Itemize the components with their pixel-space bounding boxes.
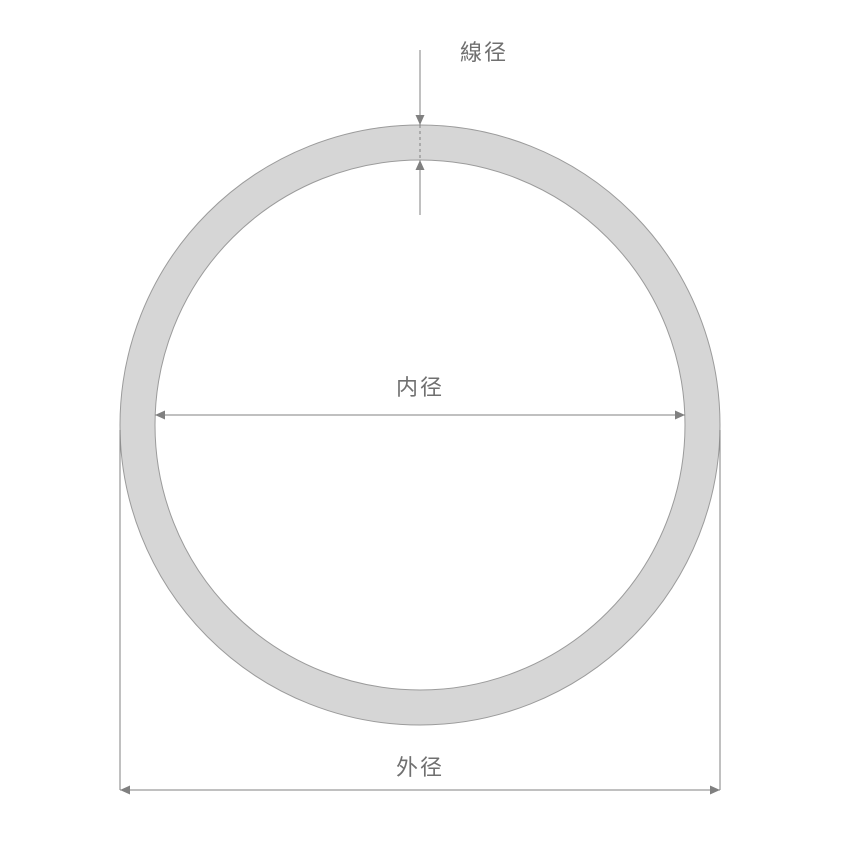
outer-diameter-label: 外径	[396, 755, 444, 780]
ring-dimension-diagram: 外径 内径 線径	[0, 0, 850, 850]
wire-diameter-label: 線径	[460, 40, 508, 65]
inner-diameter-label: 内径	[396, 375, 444, 400]
